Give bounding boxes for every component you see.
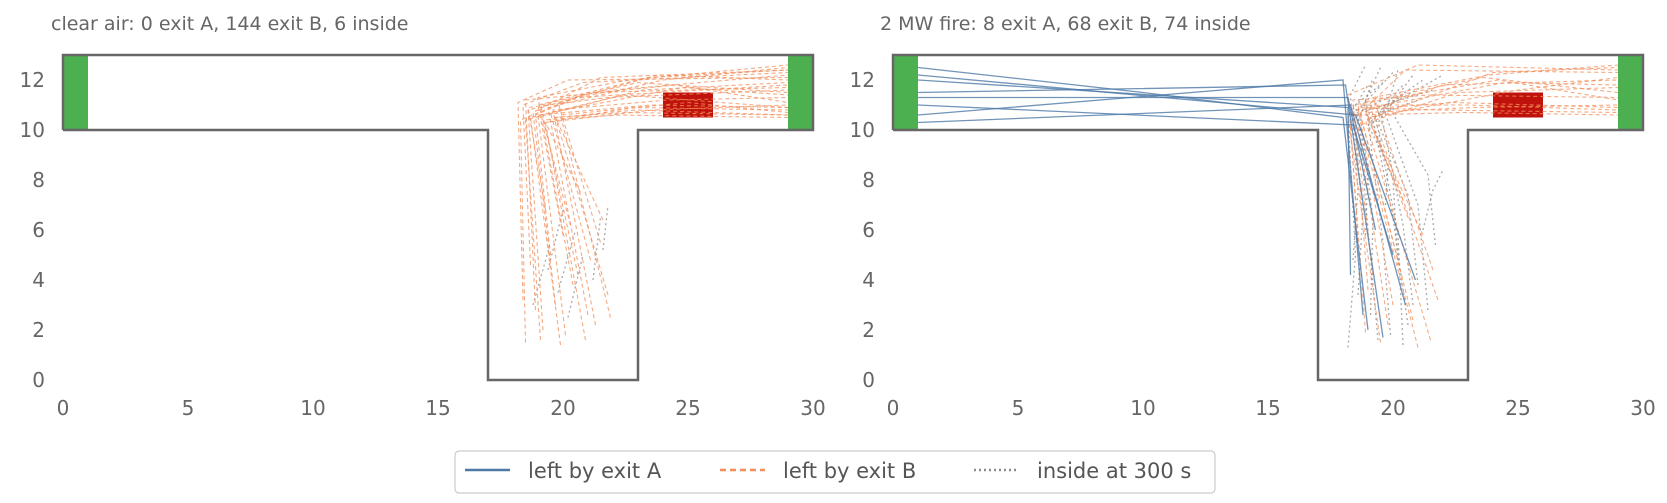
tunnel-wall bbox=[891, 53, 1645, 382]
panel-fire: 2 MW fire: 8 exit A, 68 exit B, 74 insid… bbox=[850, 13, 1656, 420]
y-tick-label: 10 bbox=[850, 118, 875, 142]
trajectory-exit-b bbox=[1367, 76, 1619, 236]
trajectory-exit-a bbox=[917, 104, 1407, 306]
y-tick-label: 8 bbox=[32, 168, 45, 192]
exit-a-zone bbox=[893, 55, 918, 130]
x-tick-label: 15 bbox=[425, 396, 450, 420]
trajectory-exit-b bbox=[532, 69, 789, 306]
trajectory-inside bbox=[1364, 67, 1392, 336]
x-tick-label: 30 bbox=[1630, 396, 1655, 420]
trajectory-exit-b bbox=[527, 89, 789, 211]
trajectory-exit-b bbox=[1349, 69, 1619, 243]
legend: left by exit A left by exit B inside at … bbox=[454, 450, 1216, 494]
tunnel-wall bbox=[61, 53, 815, 382]
y-tick-label: 2 bbox=[862, 318, 875, 342]
y-tick-label: 4 bbox=[32, 268, 45, 292]
x-tick-label: 10 bbox=[300, 396, 325, 420]
exit-a-zone bbox=[63, 55, 88, 130]
trajectory-exit-b bbox=[522, 71, 789, 266]
trajectory-inside bbox=[532, 242, 552, 306]
x-tick-label: 0 bbox=[57, 396, 70, 420]
trajectory-exit-b bbox=[1364, 104, 1619, 201]
trajectory-exit-a bbox=[917, 84, 1384, 338]
x-tick-label: 25 bbox=[1505, 396, 1530, 420]
y-tick-label: 6 bbox=[862, 218, 875, 242]
legend-label-inside: inside at 300 s bbox=[1037, 459, 1191, 483]
y-tick-label: 8 bbox=[862, 168, 875, 192]
trajectory-inside bbox=[1422, 169, 1444, 231]
x-tick-label: 20 bbox=[550, 396, 575, 420]
y-tick-label: 0 bbox=[862, 368, 875, 392]
exit-b-zone bbox=[1618, 55, 1643, 130]
trajectory-exit-b bbox=[1372, 64, 1619, 271]
trajectory-inside bbox=[1387, 69, 1437, 246]
trajectory-exit-b bbox=[1357, 104, 1619, 321]
y-tick-label: 12 bbox=[850, 68, 875, 92]
exit-b-zone bbox=[788, 55, 813, 130]
x-tick-label: 25 bbox=[675, 396, 700, 420]
trajectory-exit-b bbox=[517, 76, 789, 301]
trajectory-exit-b bbox=[1347, 79, 1619, 343]
trajectory-exit-b bbox=[1362, 76, 1619, 218]
x-tick-label: 5 bbox=[1012, 396, 1025, 420]
trajectory-exit-b bbox=[544, 106, 789, 341]
trajectory-exit-b bbox=[552, 96, 789, 326]
panel-marks: 0 5 10 15 20 25 30 0 2 4 6 8 10 12 bbox=[850, 53, 1656, 420]
y-tick-label: 2 bbox=[32, 318, 45, 342]
trajectory-exit-b bbox=[524, 84, 789, 311]
panel-title: 2 MW fire: 8 exit A, 68 exit B, 74 insid… bbox=[880, 13, 1251, 35]
x-tick-label: 15 bbox=[1255, 396, 1280, 420]
trajectory-inside bbox=[1377, 74, 1419, 286]
trajectory-exit-a bbox=[918, 96, 1377, 231]
y-tick-label: 10 bbox=[20, 118, 45, 142]
trajectory-exit-b bbox=[544, 104, 789, 193]
x-tick-label: 20 bbox=[1380, 396, 1405, 420]
trajectory-inside bbox=[557, 229, 577, 293]
trajectory-inside bbox=[1352, 96, 1389, 296]
legend-label-exit-a: left by exit A bbox=[528, 459, 662, 483]
panel-title: clear air: 0 exit A, 144 exit B, 6 insid… bbox=[51, 13, 408, 35]
trajectory-exit-b bbox=[559, 101, 789, 318]
trajectory-exit-b bbox=[1359, 86, 1619, 348]
trajectory-exit-b bbox=[527, 74, 789, 331]
y-tick-label: 0 bbox=[32, 368, 45, 392]
trajectory-exit-b bbox=[534, 86, 789, 256]
x-tick-label: 5 bbox=[182, 396, 195, 420]
trajectory-inside bbox=[567, 254, 584, 318]
trajectory-exit-a bbox=[917, 79, 1352, 276]
legend-box bbox=[454, 450, 1216, 494]
trajectory-exit-b bbox=[1359, 111, 1619, 261]
x-tick-label: 10 bbox=[1130, 396, 1155, 420]
x-tick-label: 0 bbox=[887, 396, 900, 420]
y-tick-label: 4 bbox=[862, 268, 875, 292]
y-tick-label: 6 bbox=[32, 218, 45, 242]
trajectory-exit-b bbox=[557, 74, 789, 243]
panel-clear-air: clear air: 0 exit A, 144 exit B, 6 insid… bbox=[20, 13, 826, 420]
panel-marks: 0 5 10 15 20 25 30 0 2 4 6 8 10 12 bbox=[20, 53, 826, 420]
y-tick-label: 12 bbox=[20, 68, 45, 92]
trajectory-exit-b bbox=[1352, 79, 1619, 276]
legend-label-exit-b: left by exit B bbox=[783, 459, 916, 483]
trajectory-exit-a bbox=[917, 104, 1394, 256]
trajectory-exit-b bbox=[1369, 81, 1619, 301]
trajectory-exit-b bbox=[1347, 64, 1619, 333]
x-tick-label: 30 bbox=[800, 396, 825, 420]
trajectory-exit-a bbox=[917, 79, 1364, 316]
trajectory-exit-a bbox=[917, 74, 1417, 281]
trajectory-exit-b bbox=[1354, 101, 1619, 326]
trajectory-exit-b bbox=[537, 69, 789, 236]
trajectory-inside bbox=[592, 217, 602, 281]
trajectory-exit-b bbox=[1357, 106, 1619, 306]
trajectory-exit-b bbox=[542, 114, 789, 226]
trajectory-exit-b bbox=[554, 109, 789, 221]
trajectory-exit-b bbox=[549, 86, 789, 261]
